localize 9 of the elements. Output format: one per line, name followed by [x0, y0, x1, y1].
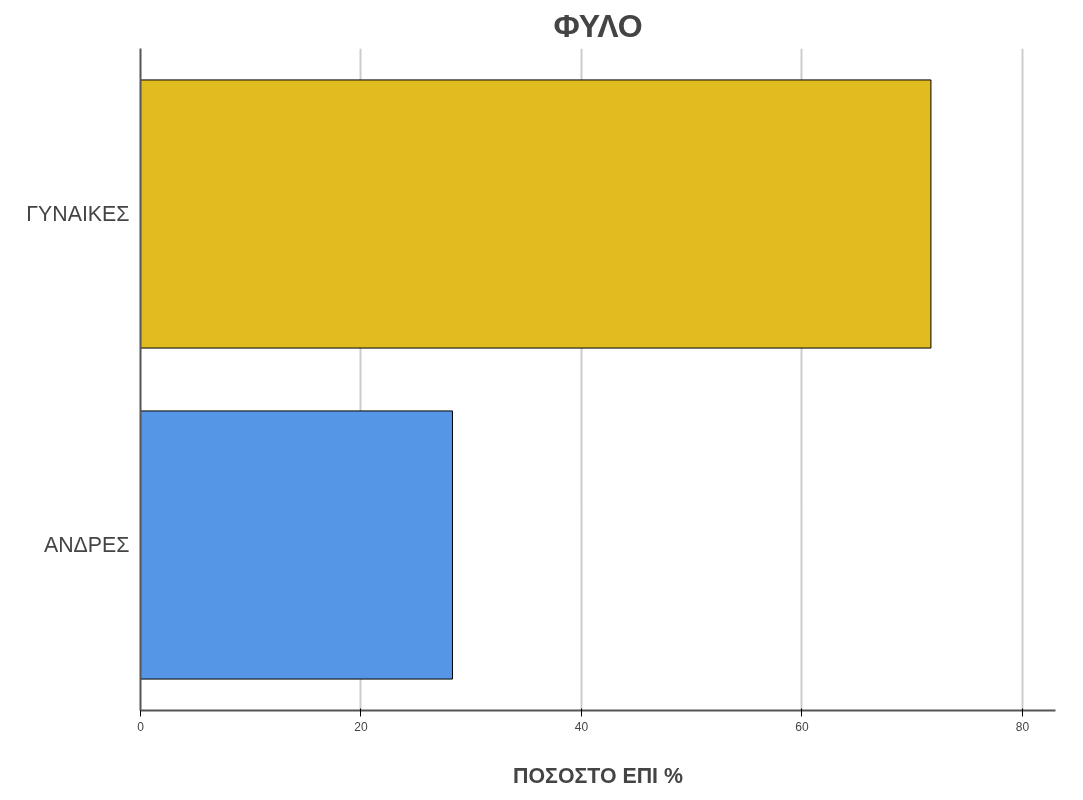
x-tick-label: 40: [574, 719, 589, 734]
x-tick-label: 20: [354, 719, 368, 734]
y-tick-label: ΓΥΝΑΙΚΕΣ: [26, 202, 130, 226]
y-tick-label: ΑΝΔΡΕΣ: [43, 533, 130, 557]
chart-title: ΦΥΛΟ: [553, 7, 643, 44]
x-axis-title: ΠΟΣΟΣΤΟ ΕΠΙ %: [513, 763, 683, 788]
x-tick-label: 60: [795, 719, 809, 734]
x-tick-label: 0: [137, 719, 145, 734]
x-tick-label: 80: [1015, 719, 1030, 734]
